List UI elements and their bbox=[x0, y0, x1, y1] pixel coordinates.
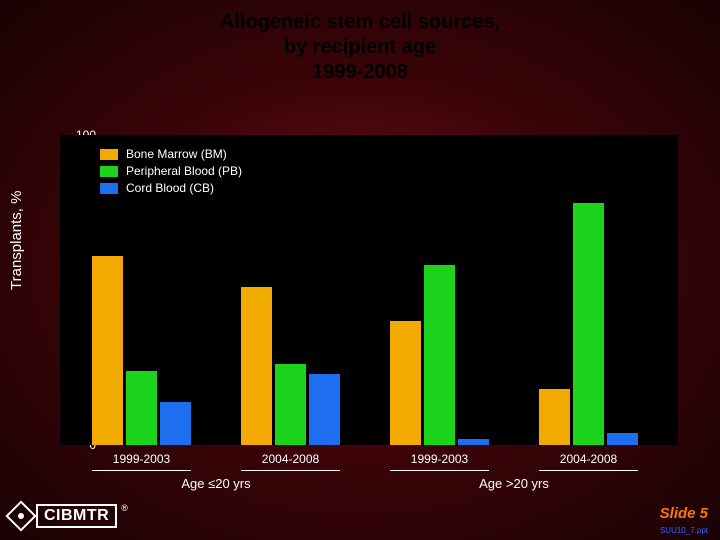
logo-diamond-icon bbox=[5, 500, 36, 531]
cibmtr-logo: CIBMTR ® bbox=[10, 504, 128, 528]
bar bbox=[607, 433, 638, 445]
x-group-underline bbox=[92, 470, 191, 471]
bar bbox=[309, 374, 340, 445]
slide-number: Slide 5 bbox=[660, 505, 708, 522]
bar bbox=[92, 256, 123, 445]
bar bbox=[160, 402, 191, 445]
title-line-3: 1999-2008 bbox=[0, 60, 720, 85]
bar bbox=[390, 321, 421, 445]
bar bbox=[539, 389, 570, 445]
y-axis-label: Transplants, % bbox=[8, 191, 25, 291]
title-line-2: by recipient age bbox=[0, 35, 720, 60]
registered-mark: ® bbox=[121, 503, 128, 513]
x-group-label: 1999-2003 bbox=[411, 452, 468, 466]
x-group-label: 1999-2003 bbox=[113, 452, 170, 466]
legend-label: Cord Blood (CB) bbox=[126, 181, 214, 195]
x-group-underline bbox=[539, 470, 638, 471]
x-group-label: 2004-2008 bbox=[262, 452, 319, 466]
bar bbox=[458, 439, 489, 445]
legend-item: Peripheral Blood (PB) bbox=[100, 164, 242, 178]
bar bbox=[241, 287, 272, 445]
age-group-label: Age ≤20 yrs bbox=[181, 476, 250, 491]
x-group-underline bbox=[241, 470, 340, 471]
bar bbox=[275, 364, 306, 445]
chart-title: Allogeneic stem cell sources, by recipie… bbox=[0, 0, 720, 93]
legend-label: Bone Marrow (BM) bbox=[126, 147, 227, 161]
legend-swatch bbox=[100, 149, 118, 160]
legend-label: Peripheral Blood (PB) bbox=[126, 164, 242, 178]
footer-filename: SUU10_7.ppt bbox=[660, 526, 708, 535]
x-group-underline bbox=[390, 470, 489, 471]
bar bbox=[573, 203, 604, 445]
logo-text: CIBMTR bbox=[36, 504, 117, 528]
x-group-label: 2004-2008 bbox=[560, 452, 617, 466]
bar bbox=[424, 265, 455, 445]
bar bbox=[126, 371, 157, 445]
title-line-1: Allogeneic stem cell sources, bbox=[0, 10, 720, 35]
age-group-label: Age >20 yrs bbox=[479, 476, 549, 491]
legend-item: Bone Marrow (BM) bbox=[100, 147, 242, 161]
legend-item: Cord Blood (CB) bbox=[100, 181, 242, 195]
legend-swatch bbox=[100, 183, 118, 194]
legend: Bone Marrow (BM) Peripheral Blood (PB) Cor… bbox=[100, 147, 242, 198]
legend-swatch bbox=[100, 166, 118, 177]
